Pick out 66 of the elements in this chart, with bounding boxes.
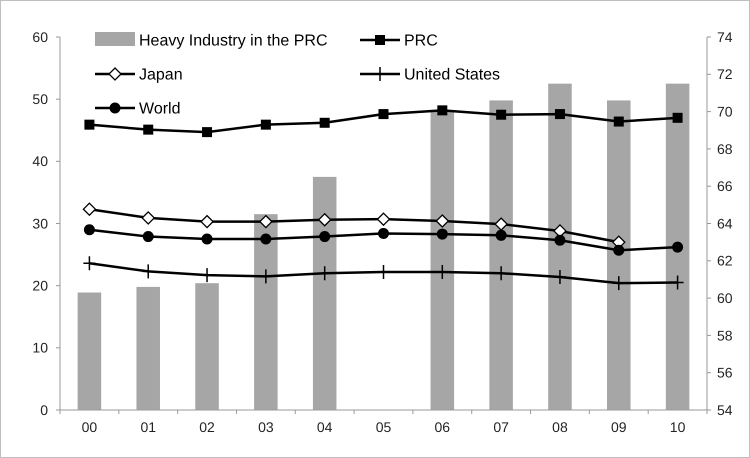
point xyxy=(259,214,273,228)
x-tick-label: 05 xyxy=(376,419,392,435)
x-tick-label: 03 xyxy=(258,419,274,435)
y-tick-label: 30 xyxy=(32,215,48,232)
point xyxy=(202,234,213,245)
x-tick-label: 00 xyxy=(82,419,98,435)
y-tick-label: 50 xyxy=(32,91,48,108)
y-tick-label: 40 xyxy=(32,153,48,170)
x-tick-label: 04 xyxy=(316,419,333,435)
x-tick-label: 02 xyxy=(199,419,216,435)
legend-label: PRC xyxy=(404,32,438,50)
x-tick-label: 09 xyxy=(610,419,627,435)
point xyxy=(554,109,565,120)
y2-tick-label: 66 xyxy=(717,178,733,194)
y2-tick-label: 64 xyxy=(717,215,733,232)
x-tick-label: 01 xyxy=(140,419,156,435)
y2-tick-label: 62 xyxy=(717,252,733,269)
point xyxy=(82,256,96,272)
point xyxy=(200,214,214,228)
y2-tick-label: 68 xyxy=(717,140,733,157)
point xyxy=(613,244,624,256)
x-tick-label: 08 xyxy=(552,419,568,435)
point xyxy=(142,211,155,225)
point xyxy=(260,120,271,130)
point xyxy=(672,242,684,253)
point xyxy=(554,234,566,246)
y2-tick-label: 54 xyxy=(717,402,733,418)
y-tick-label: 10 xyxy=(32,340,48,356)
point xyxy=(436,228,448,240)
x-tick-label: 10 xyxy=(670,419,686,435)
point xyxy=(143,124,154,135)
point xyxy=(378,228,389,239)
point xyxy=(496,230,507,241)
point xyxy=(142,231,154,242)
y-tick-label: 20 xyxy=(32,278,48,294)
point xyxy=(260,234,272,245)
legend-label: Heavy Industry in the PRC xyxy=(139,32,328,50)
point xyxy=(318,213,332,226)
point xyxy=(319,231,330,242)
y-tick-label: 0 xyxy=(40,402,48,418)
legend-label: United States xyxy=(404,66,500,84)
y2-tick-label: 60 xyxy=(717,290,733,306)
y2-tick-label: 58 xyxy=(717,327,733,344)
point xyxy=(84,120,94,130)
y2-tick-label: 56 xyxy=(717,364,733,381)
point xyxy=(553,269,567,285)
y-tick-label: 60 xyxy=(32,28,48,45)
legend-label: World xyxy=(139,100,180,118)
point xyxy=(378,109,388,120)
y2-tick-label: 72 xyxy=(717,66,733,82)
point xyxy=(436,214,449,228)
point xyxy=(672,112,683,123)
point xyxy=(202,127,212,138)
point xyxy=(376,212,390,226)
legend-label: Japan xyxy=(139,66,183,84)
point xyxy=(84,224,95,236)
point xyxy=(494,217,508,231)
point xyxy=(614,116,624,127)
x-tick-label: 07 xyxy=(493,419,510,435)
y2-tick-label: 70 xyxy=(717,104,733,120)
point xyxy=(82,202,96,216)
x-tick-label: 06 xyxy=(434,419,450,435)
y2-tick-label: 74 xyxy=(717,28,733,45)
point xyxy=(496,110,506,120)
point xyxy=(437,105,448,116)
point xyxy=(320,118,330,128)
